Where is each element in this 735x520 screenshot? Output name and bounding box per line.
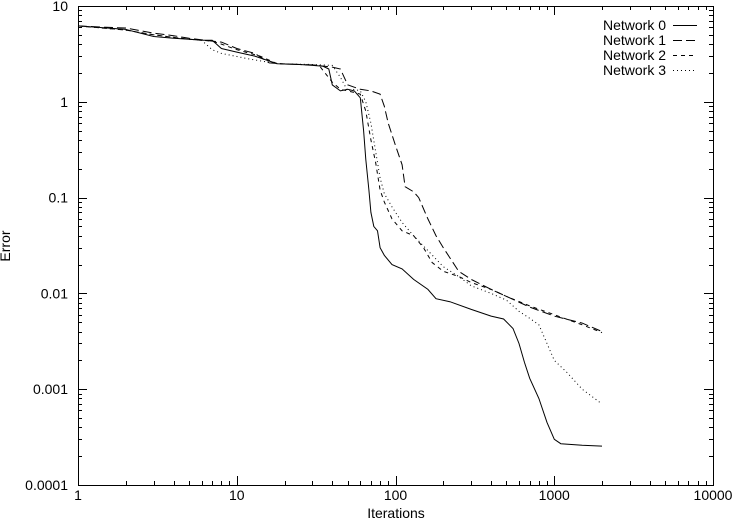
series-line-network-3 xyxy=(77,25,603,405)
x-tick-label: 1000 xyxy=(539,487,570,503)
y-tick-label: 0.1 xyxy=(49,190,69,206)
x-tick-label: 10000 xyxy=(694,487,733,503)
y-tick-label: 0.001 xyxy=(33,381,68,397)
x-tick-label: 1 xyxy=(74,487,82,503)
x-axis-title: Iterations xyxy=(367,505,425,520)
legend-label-network-2: Network 2 xyxy=(603,47,666,63)
legend-label-network-0: Network 0 xyxy=(603,17,666,33)
series-line-network-0 xyxy=(77,25,603,447)
y-tick-label: 0.01 xyxy=(41,285,68,301)
series-line-network-2 xyxy=(77,25,603,334)
x-tick-labels: 1 10 100 1000 10000 xyxy=(74,487,733,503)
legend-label-network-1: Network 1 xyxy=(603,32,666,48)
y-tick-labels: 0.0001 0.001 0.01 0.1 1 10 xyxy=(25,0,68,493)
y-axis-title: Error xyxy=(0,230,13,261)
series-lines xyxy=(77,25,603,447)
x-tick-label: 100 xyxy=(384,487,408,503)
y-tick-label: 10 xyxy=(52,0,68,14)
y-tick-label: 1 xyxy=(60,94,68,110)
x-tick-label: 10 xyxy=(229,487,245,503)
series-line-network-1 xyxy=(77,25,603,332)
plot-frame xyxy=(78,6,714,486)
legend-label-network-3: Network 3 xyxy=(603,62,666,78)
y-tick-label: 0.0001 xyxy=(25,477,68,493)
